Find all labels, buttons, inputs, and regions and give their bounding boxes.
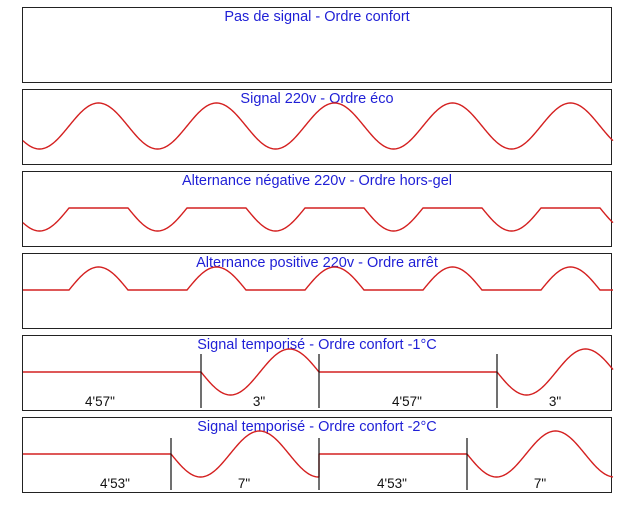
signal-wave bbox=[22, 207, 614, 232]
waveform-positive-half bbox=[23, 266, 613, 291]
panel-title: Pas de signal - Ordre confort bbox=[224, 9, 410, 25]
panel-title: Signal 220v - Ordre éco bbox=[240, 91, 394, 107]
duration-label: 7" bbox=[533, 476, 547, 491]
waveform-timed bbox=[23, 348, 614, 408]
waveform-negative-half bbox=[22, 207, 614, 232]
panel-timed-1c: Signal temporisé - Ordre confort -1°C 4'… bbox=[22, 335, 614, 411]
panel-positive-half: Alternance positive 220v - Ordre arrêt bbox=[22, 253, 613, 329]
duration-label: 4'53" bbox=[377, 476, 407, 491]
duration-label: 4'57" bbox=[85, 394, 115, 409]
panel-no-signal: Pas de signal - Ordre confort bbox=[22, 7, 612, 83]
waveform-timed bbox=[23, 430, 614, 490]
panel-title: Alternance négative 220v - Ordre hors-ge… bbox=[181, 173, 452, 189]
waveform-flat bbox=[23, 8, 613, 84]
waveform-full-sine bbox=[22, 102, 614, 150]
signal-wave bbox=[23, 348, 614, 396]
panel-title: Alternance positive 220v - Ordre arrêt bbox=[196, 255, 438, 271]
panel-full-sine: Signal 220v - Ordre éco bbox=[22, 89, 614, 165]
signal-wave bbox=[22, 102, 614, 150]
duration-label: 4'53" bbox=[100, 476, 130, 491]
panel-negative-half: Alternance négative 220v - Ordre hors-ge… bbox=[22, 171, 614, 247]
panel-timed-2c: Signal temporisé - Ordre confort -2°C 4'… bbox=[22, 417, 614, 493]
panel-title: Signal temporisé - Ordre confort -1°C bbox=[197, 337, 437, 353]
signal-wave bbox=[23, 266, 613, 291]
duration-label: 3" bbox=[548, 394, 562, 409]
duration-label: 7" bbox=[237, 476, 251, 491]
signal-wave bbox=[23, 430, 614, 478]
duration-label: 4'57" bbox=[392, 394, 422, 409]
duration-label: 3" bbox=[252, 394, 266, 409]
